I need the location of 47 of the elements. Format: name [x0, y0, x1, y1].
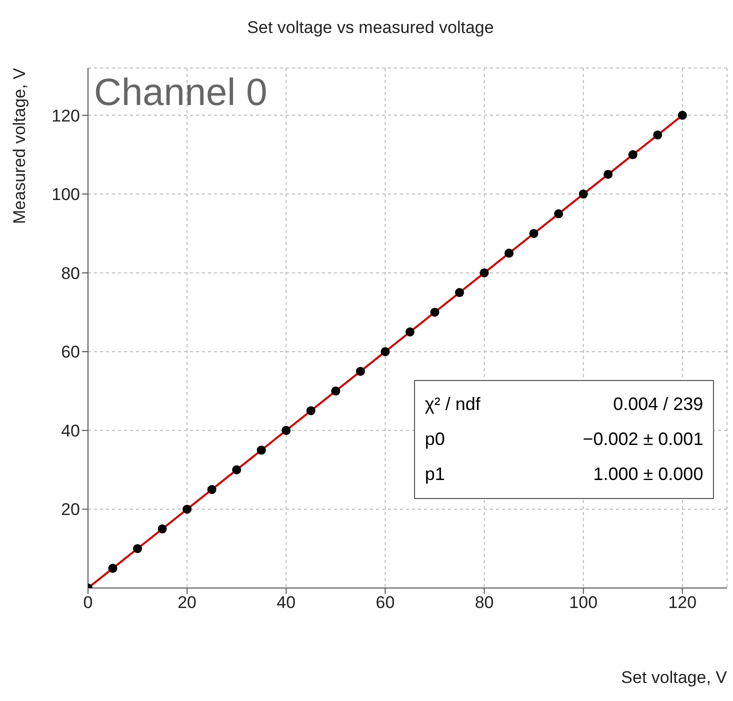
x-tick-label: 20 — [178, 593, 197, 612]
y-tick-label: 80 — [61, 264, 80, 283]
point — [455, 288, 464, 298]
y-tick-label: 60 — [61, 342, 80, 362]
x-tick-label: 120 — [668, 593, 697, 612]
annotation: p0 — [424, 429, 445, 450]
x-tick-label: 80 — [474, 593, 494, 612]
point — [182, 504, 192, 514]
point — [504, 248, 514, 258]
y-tick-label: 100 — [52, 185, 80, 204]
point — [282, 426, 291, 435]
point — [207, 485, 216, 494]
y-tick-label: 20 — [61, 500, 80, 520]
x-tick-label: 0 — [83, 593, 93, 612]
point — [430, 308, 440, 317]
point — [578, 190, 588, 199]
point — [554, 209, 564, 218]
point — [529, 228, 538, 238]
point — [628, 150, 638, 160]
point — [158, 524, 167, 534]
y-tick-label: 120 — [52, 106, 80, 126]
point — [356, 366, 365, 376]
annotation: 0.004 / 239 — [613, 394, 704, 415]
point — [653, 130, 662, 140]
point — [306, 406, 316, 416]
annotation: Channel 0 — [94, 72, 268, 114]
point — [604, 170, 613, 179]
point — [256, 446, 266, 455]
point — [108, 564, 118, 573]
x-tick-label: 40 — [276, 593, 296, 612]
point — [232, 465, 242, 474]
x-axis-title: Set voltage, V — [621, 668, 727, 688]
chart-title: Set voltage vs measured voltage — [246, 18, 495, 38]
x-tick-label: 60 — [376, 593, 395, 612]
y-axis-title: Measured voltage, V — [10, 68, 30, 226]
y-tick-label: 40 — [61, 421, 80, 440]
point — [678, 110, 687, 120]
x-tick-label: 100 — [569, 593, 598, 612]
point — [133, 544, 142, 554]
annotation: 1.000 ± 0.000 — [593, 464, 704, 485]
annotation: −0.002 ± 0.001 — [582, 429, 704, 450]
annotation: χ² / ndf — [424, 394, 480, 415]
point — [331, 386, 340, 396]
point — [480, 268, 489, 278]
point — [380, 347, 390, 356]
point — [405, 327, 414, 336]
annotation: p1 — [424, 464, 445, 485]
